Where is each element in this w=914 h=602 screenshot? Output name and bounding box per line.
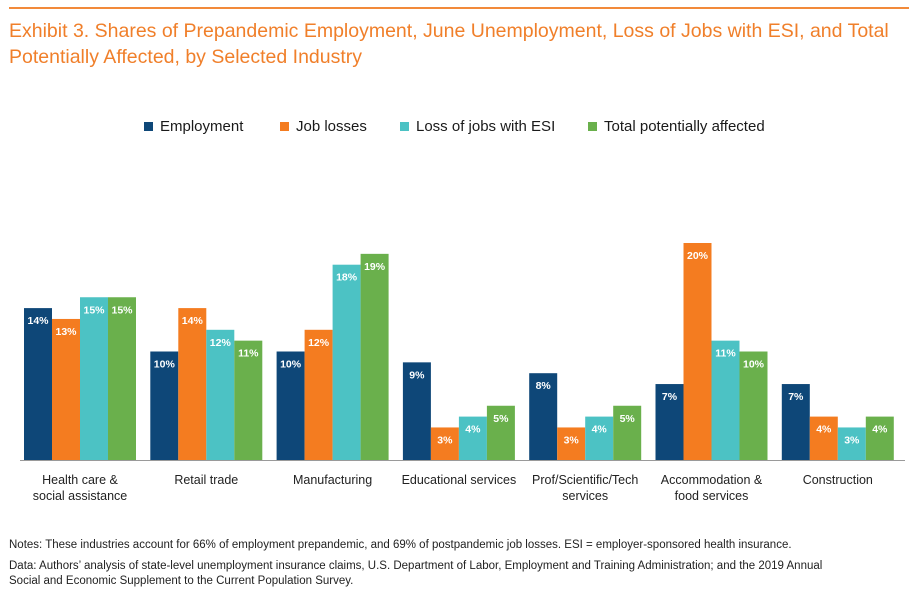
data-label-total: 5%	[493, 413, 509, 425]
legend-item-job-losses: Job losses	[280, 116, 367, 136]
title-rule	[9, 7, 909, 9]
data-label-job-losses: 20%	[687, 250, 709, 262]
bar-employment	[655, 384, 684, 460]
category-label: Educational services	[402, 473, 517, 487]
chart-title-line-2: Potentially Affected, by Selected Indust…	[9, 46, 363, 68]
bar-employment	[402, 362, 431, 460]
data-label-job-losses: 14%	[182, 315, 204, 327]
bar-total	[613, 405, 642, 460]
data-label-job-losses: 3%	[564, 434, 580, 446]
data-label-esi: 18%	[336, 272, 358, 284]
category-label: food services	[675, 489, 749, 503]
bar-total	[739, 351, 768, 460]
data-label-esi: 11%	[715, 348, 736, 360]
data-label-employment: 7%	[788, 391, 804, 403]
data-label-total: 15%	[111, 304, 133, 316]
data-label-esi: 4%	[592, 424, 608, 436]
category-label: services	[562, 489, 608, 503]
category-label: social assistance	[33, 489, 128, 503]
data-label-job-losses: 4%	[816, 424, 832, 436]
legend-swatch-employment	[144, 121, 153, 131]
bar-total	[486, 405, 515, 460]
bar-job-losses	[430, 427, 459, 460]
data-label-job-losses: 3%	[437, 434, 453, 446]
bar-job-losses	[809, 416, 838, 460]
bar-esi	[585, 416, 614, 460]
bar-job-losses	[557, 427, 586, 460]
bar-employment	[150, 351, 179, 460]
bar-employment	[781, 384, 810, 460]
legend-label-employment: Employment	[160, 117, 244, 135]
category-label: Construction	[803, 473, 873, 487]
bar-employment	[276, 351, 305, 460]
chart-legend: Employment Job losses Loss of jobs with …	[0, 116, 914, 136]
chart-title-line-1: Exhibit 3. Shares of Prepandemic Employm…	[9, 20, 889, 42]
category-label: Manufacturing	[293, 473, 372, 487]
legend-swatch-esi	[400, 121, 409, 131]
data-label-employment: 10%	[280, 359, 302, 371]
bar-esi	[332, 264, 361, 460]
bar-esi	[458, 416, 487, 460]
data-label-esi: 15%	[83, 304, 105, 316]
legend-item-esi: Loss of jobs with ESI	[400, 116, 555, 136]
data-label-total: 4%	[872, 424, 888, 436]
notes-text: Notes: These industries account for 66% …	[9, 539, 792, 551]
bar-job-losses	[683, 243, 712, 460]
bar-esi	[837, 427, 866, 460]
data-label-job-losses: 13%	[55, 326, 77, 338]
source-line-1: Data: Authors’ analysis of state-level u…	[9, 560, 823, 572]
bar-job-losses	[178, 308, 207, 460]
data-label-employment: 9%	[409, 369, 425, 381]
legend-swatch-total	[588, 121, 597, 131]
source-text: Data: Authors’ analysis of state-level u…	[9, 559, 909, 589]
bar-job-losses	[52, 318, 80, 460]
notes-block: Notes: These industries account for 66% …	[9, 538, 909, 589]
legend-item-employment: Employment	[144, 116, 243, 136]
data-label-employment: 14%	[27, 315, 49, 327]
bar-esi	[206, 329, 235, 460]
category-label: Health care &	[42, 473, 118, 487]
legend-label-esi: Loss of jobs with ESI	[416, 117, 556, 135]
bar-employment	[24, 308, 52, 460]
bar-total	[234, 340, 263, 460]
category-label: Accommodation &	[661, 473, 763, 487]
chart-title: Exhibit 3. Shares of Prepandemic Employm…	[9, 18, 909, 70]
bar-employment	[529, 373, 558, 460]
data-label-total: 19%	[364, 261, 386, 273]
data-label-total: 5%	[620, 413, 636, 425]
legend-label-total: Total potentially affected	[604, 117, 765, 135]
data-label-employment: 7%	[662, 391, 678, 403]
data-label-employment: 10%	[154, 359, 176, 371]
bar-total	[360, 253, 389, 460]
data-label-esi: 3%	[844, 434, 860, 446]
bar-esi	[80, 297, 108, 460]
data-label-job-losses: 12%	[308, 337, 330, 349]
source-line-2: Social and Economic Supplement to the Cu…	[9, 575, 354, 587]
data-label-employment: 8%	[536, 380, 552, 392]
bar-total	[865, 416, 894, 460]
category-label: Retail trade	[174, 473, 238, 487]
legend-item-total: Total potentially affected	[588, 116, 765, 136]
category-label: Prof/Scientific/Tech	[532, 473, 638, 487]
data-label-total: 11%	[238, 348, 259, 360]
data-label-esi: 4%	[465, 424, 481, 436]
bar-job-losses	[304, 329, 333, 460]
data-label-total: 10%	[743, 359, 765, 371]
legend-label-job-losses: Job losses	[296, 117, 367, 135]
bar-esi	[711, 340, 740, 460]
data-label-esi: 12%	[210, 337, 232, 349]
bar-total	[108, 297, 136, 460]
legend-swatch-job-losses	[280, 121, 289, 131]
